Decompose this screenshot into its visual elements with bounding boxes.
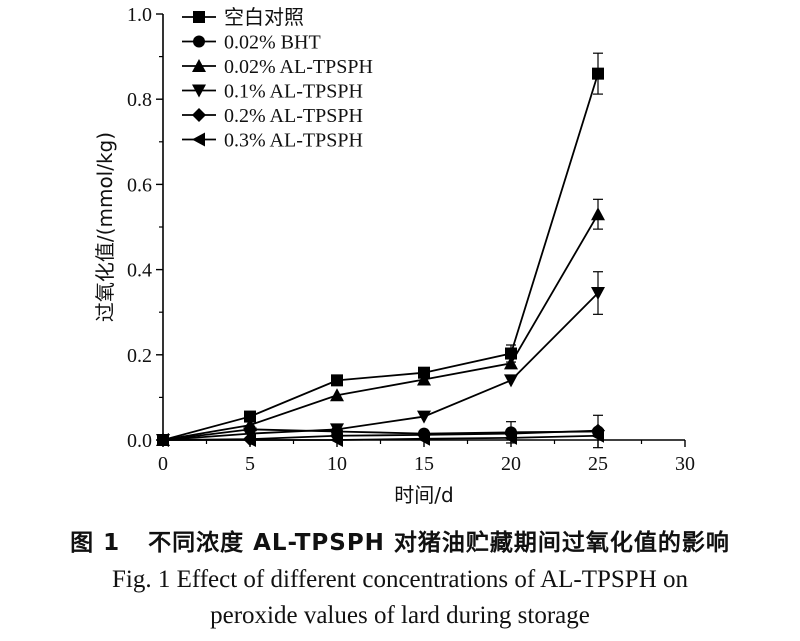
legend-item-3: 0.1% AL-TPSPH (182, 81, 363, 103)
legend-marker (192, 84, 206, 98)
data-point (417, 410, 431, 424)
x-tick-label-1: 5 (245, 453, 255, 475)
x-tick-label-3: 15 (414, 453, 434, 475)
data-point (592, 67, 604, 80)
y-tick-label-0: 0.0 (127, 430, 152, 452)
legend-label: 0.1% AL-TPSPH (224, 81, 363, 103)
figure-number: 图 1 (70, 530, 121, 556)
data-point (156, 433, 169, 447)
data-point (243, 433, 256, 447)
y-tick-label-2: 0.4 (127, 260, 152, 282)
y-tick-label-3: 0.6 (127, 174, 152, 196)
data-point (417, 431, 430, 446)
y-tick-label-5: 1.0 (127, 4, 152, 26)
data-point (591, 207, 605, 221)
y-axis-title: 过氧化值/(mmol/kg) (93, 132, 117, 322)
data-point (331, 374, 343, 387)
legend-marker (192, 108, 206, 122)
legend-marker (193, 35, 205, 48)
x-tick-label-2: 10 (327, 453, 347, 475)
x-tick-label-0: 0 (158, 453, 168, 475)
series-line-0 (162, 73, 599, 441)
legend-marker (193, 11, 205, 23)
data-point (504, 430, 517, 445)
data-point (330, 433, 343, 447)
x-tick-label-6: 30 (675, 453, 695, 475)
y-tick-label-4: 0.8 (127, 89, 152, 111)
legend-item-1: 0.02% BHT (182, 32, 321, 54)
legend-label: 0.02% AL-TPSPH (224, 56, 373, 78)
caption-chinese-text: 不同浓度 AL-TPSPH 对猪油贮藏期间过氧化值的影响 (148, 530, 730, 556)
data-point (591, 428, 604, 443)
series-line-3 (162, 292, 599, 441)
figure-caption-english-line1: Fig. 1 Effect of different concentration… (111, 566, 689, 593)
series-5 (156, 428, 604, 447)
figure-caption-chinese: 图 1 不同浓度 AL-TPSPH 对猪油贮藏期间过氧化值的影响 (0, 523, 800, 557)
data-point (591, 287, 605, 301)
legend-item-0: 空白对照 (182, 6, 304, 29)
data-point (330, 388, 344, 402)
x-tick-label-5: 25 (588, 453, 608, 475)
series-line-1 (162, 428, 599, 441)
series-line-2 (162, 213, 599, 441)
y-tick-label-1: 0.2 (127, 345, 152, 367)
legend-label: 0.02% BHT (224, 32, 321, 54)
data-point (504, 374, 518, 388)
legend-label: 空白对照 (224, 6, 304, 29)
data-point (504, 356, 518, 370)
x-tick-label-4: 20 (501, 453, 521, 475)
legend-marker (192, 132, 205, 147)
series-line-5 (163, 434, 599, 441)
x-axis-title: 时间/d (394, 483, 453, 507)
legend-item-2: 0.02% AL-TPSPH (182, 56, 373, 78)
legend-label: 0.2% AL-TPSPH (224, 105, 363, 127)
series-3 (156, 271, 605, 447)
legend-marker (192, 59, 206, 72)
series-0 (157, 52, 604, 446)
legend-item-4: 0.2% AL-TPSPH (182, 105, 363, 127)
series-2 (156, 198, 605, 446)
peroxide-value-chart: 0 5 10 15 20 25 30 0.0 0.2 0.4 0.6 0.8 1.0 时间/d 过氧化值/(… (93, 4, 695, 507)
legend-label: 0.3% AL-TPSPH (224, 130, 363, 152)
data-point (244, 410, 256, 423)
figure-caption-english-line2: peroxide values of lard during storage (210, 602, 590, 629)
data-point (417, 372, 431, 386)
legend-item-5: 0.3% AL-TPSPH (182, 130, 363, 152)
